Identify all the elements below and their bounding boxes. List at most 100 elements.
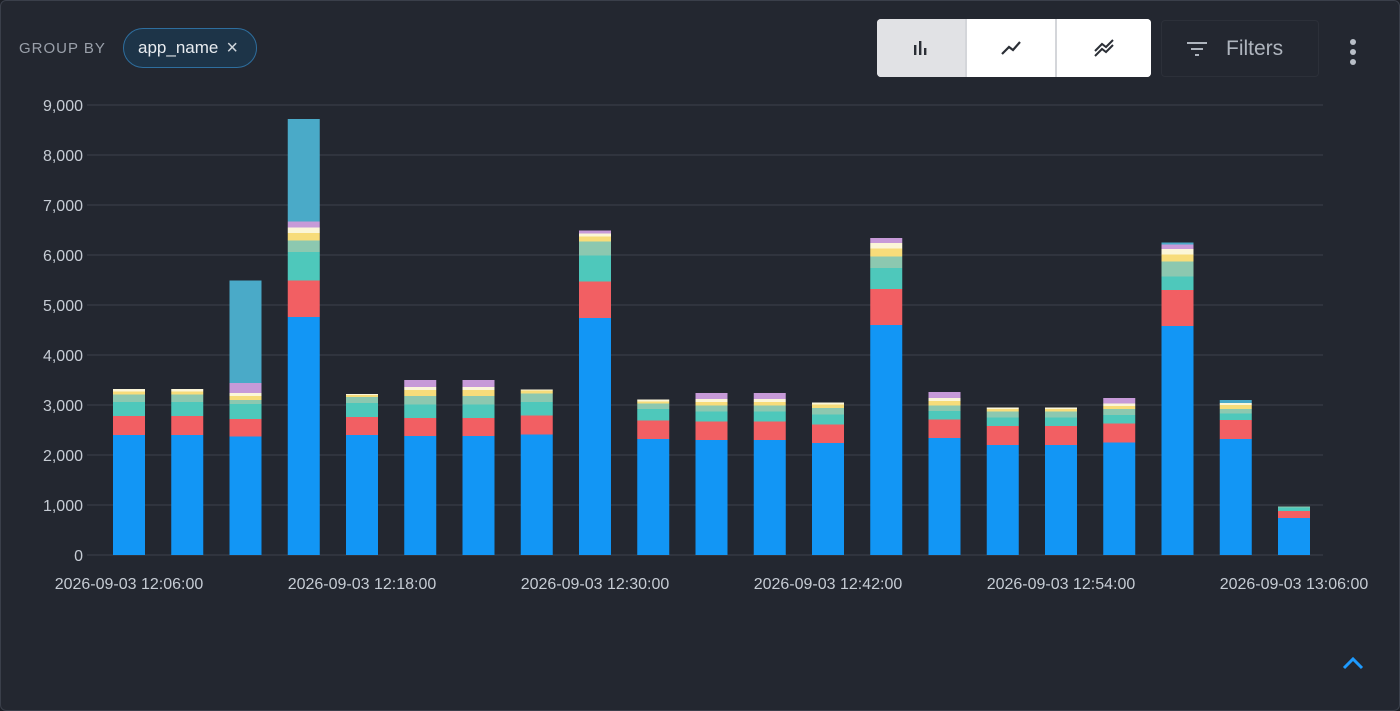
multi-line-chart-button[interactable]: [1057, 19, 1151, 77]
bar-segment[interactable]: [812, 402, 844, 405]
bar-segment[interactable]: [404, 404, 437, 419]
bar-segment[interactable]: [695, 411, 728, 422]
bar-segment[interactable]: [520, 434, 553, 556]
bar-segment[interactable]: [1161, 242, 1194, 245]
bar-segment[interactable]: [579, 318, 611, 555]
bar-segment[interactable]: [637, 399, 670, 402]
bar-segment[interactable]: [1045, 417, 1077, 427]
bar-segment[interactable]: [1045, 409, 1077, 412]
bar-segment[interactable]: [287, 280, 320, 318]
bar-segment[interactable]: [462, 390, 495, 396]
bar-segment[interactable]: [229, 436, 262, 556]
bar-segment[interactable]: [1219, 409, 1252, 414]
bar-segment[interactable]: [229, 280, 262, 384]
bar-segment[interactable]: [812, 424, 844, 444]
bar-segment[interactable]: [229, 400, 262, 404]
bar-segment[interactable]: [753, 393, 786, 399]
bar-segment[interactable]: [579, 281, 611, 319]
bar-segment[interactable]: [928, 398, 961, 401]
bar-segment[interactable]: [753, 399, 786, 402]
bar-segment[interactable]: [928, 401, 961, 406]
bar-segment[interactable]: [1161, 326, 1194, 555]
bar-segment[interactable]: [404, 390, 437, 396]
bar-segment[interactable]: [1103, 403, 1136, 407]
bar-segment[interactable]: [579, 236, 611, 242]
bar-segment[interactable]: [287, 119, 320, 222]
bar-segment[interactable]: [113, 402, 145, 416]
bar-segment[interactable]: [404, 380, 437, 387]
bar-segment[interactable]: [287, 227, 320, 234]
bar-segment[interactable]: [870, 238, 903, 243]
bar-segment[interactable]: [1278, 511, 1310, 518]
bar-segment[interactable]: [404, 418, 437, 436]
bar-segment[interactable]: [113, 416, 145, 435]
bar-segment[interactable]: [1219, 405, 1252, 409]
bar-segment[interactable]: [986, 411, 1019, 418]
bar-segment[interactable]: [462, 436, 495, 555]
bar-segment[interactable]: [870, 243, 903, 249]
bar-segment[interactable]: [870, 248, 903, 257]
bar-segment[interactable]: [753, 405, 786, 412]
bar-segment[interactable]: [1103, 398, 1136, 404]
bar-segment[interactable]: [462, 418, 495, 436]
more-options-icon[interactable]: [1341, 37, 1365, 69]
bar-segment[interactable]: [1103, 406, 1136, 409]
bar-segment[interactable]: [812, 408, 844, 415]
bar-segment[interactable]: [404, 387, 437, 390]
bar-segment[interactable]: [346, 394, 378, 395]
bar-segment[interactable]: [986, 445, 1019, 555]
bar-segment[interactable]: [171, 416, 204, 435]
bar-segment[interactable]: [287, 240, 320, 253]
bar-segment[interactable]: [695, 440, 728, 555]
bar-segment[interactable]: [1278, 506, 1310, 508]
bar-segment[interactable]: [287, 233, 320, 241]
bar-segment[interactable]: [1103, 423, 1136, 443]
bar-segment[interactable]: [520, 390, 553, 394]
bar-segment[interactable]: [637, 439, 670, 555]
bar-segment[interactable]: [229, 393, 262, 396]
bar-segment[interactable]: [812, 404, 844, 409]
bar-segment[interactable]: [1219, 413, 1252, 421]
bar-segment[interactable]: [928, 438, 961, 555]
bar-segment[interactable]: [753, 421, 786, 441]
bar-segment[interactable]: [986, 417, 1019, 427]
bar-segment[interactable]: [462, 404, 495, 419]
bar-segment[interactable]: [1045, 445, 1077, 555]
bar-segment[interactable]: [462, 380, 495, 387]
bar-segment[interactable]: [113, 435, 145, 555]
bar-segment[interactable]: [346, 403, 378, 417]
bar-segment[interactable]: [579, 241, 611, 256]
bar-segment[interactable]: [1045, 407, 1077, 410]
bar-segment[interactable]: [637, 401, 670, 404]
bar-segment[interactable]: [1103, 409, 1136, 415]
bar-segment[interactable]: [579, 230, 611, 234]
chip-close-icon[interactable]: ×: [226, 37, 239, 59]
bar-segment[interactable]: [753, 411, 786, 422]
bar-segment[interactable]: [1103, 415, 1136, 424]
bar-segment[interactable]: [171, 402, 204, 416]
bar-segment[interactable]: [1278, 507, 1310, 512]
bar-segment[interactable]: [1045, 426, 1077, 445]
bar-segment[interactable]: [1278, 518, 1310, 555]
bar-segment[interactable]: [579, 233, 611, 237]
bar-segment[interactable]: [870, 268, 903, 289]
bar-segment[interactable]: [171, 394, 204, 403]
bar-segment[interactable]: [870, 325, 903, 555]
bar-segment[interactable]: [520, 389, 553, 391]
chevron-up-icon[interactable]: [1341, 653, 1365, 673]
bar-segment[interactable]: [520, 402, 553, 416]
bar-segment[interactable]: [462, 387, 495, 390]
bar-segment[interactable]: [287, 252, 320, 281]
bar-segment[interactable]: [637, 403, 670, 410]
bar-segment[interactable]: [870, 289, 903, 325]
bar-segment[interactable]: [171, 389, 204, 392]
bar-segment[interactable]: [986, 409, 1019, 412]
bar-segment[interactable]: [229, 404, 262, 419]
bar-segment[interactable]: [812, 443, 844, 555]
bar-segment[interactable]: [171, 435, 204, 555]
bar-segment[interactable]: [637, 420, 670, 440]
bar-segment[interactable]: [346, 397, 378, 403]
bar-segment[interactable]: [1161, 290, 1194, 326]
bar-segment[interactable]: [462, 396, 495, 405]
bar-segment[interactable]: [520, 415, 553, 435]
